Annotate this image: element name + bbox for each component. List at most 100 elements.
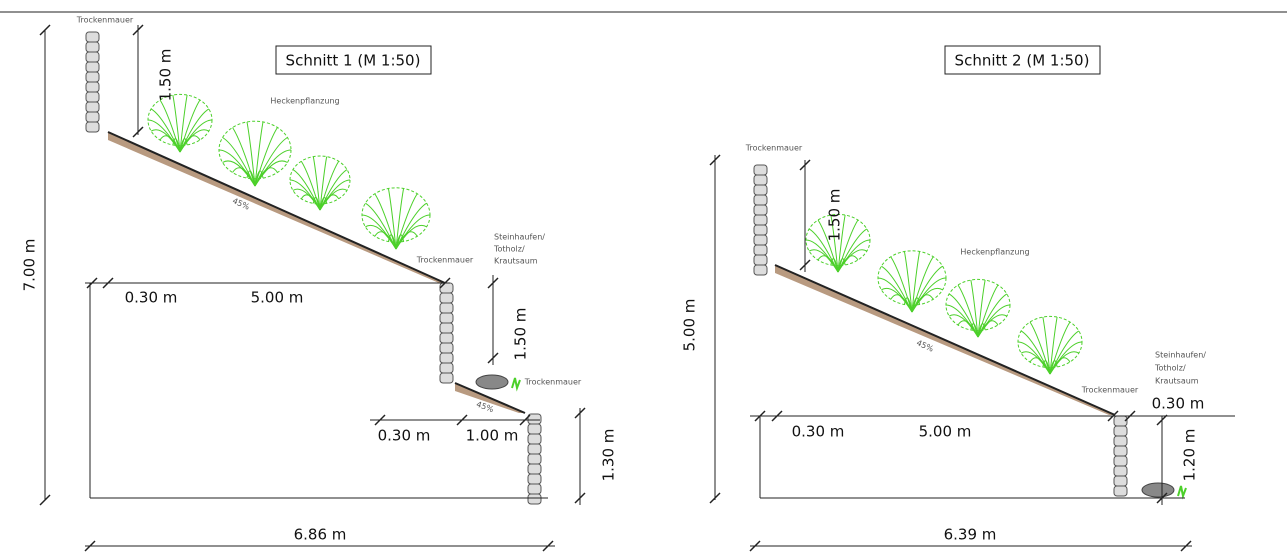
label: Krautsaum <box>494 257 538 266</box>
shrub-stroke <box>1049 330 1080 375</box>
shrub-stroke <box>1049 351 1080 375</box>
shrub-stroke <box>147 119 181 153</box>
shrub-stroke <box>1017 341 1051 375</box>
wall-stone <box>1113 425 1128 437</box>
slope-line <box>454 382 526 414</box>
shrub-outline <box>945 278 1011 332</box>
dimension-tick <box>39 24 51 36</box>
wall-stone <box>85 101 100 113</box>
label: Heckenpflanzung <box>960 248 1029 257</box>
dimension-label: 1.50 m <box>512 308 530 361</box>
shrub-outline <box>877 250 947 306</box>
dimension-label: 6.39 m <box>944 526 997 544</box>
wall-stone <box>753 254 768 266</box>
wall-stone <box>753 264 768 276</box>
dimension-tick <box>574 492 586 504</box>
dimension-label: 0.30 m <box>1152 395 1205 413</box>
wall-stone <box>753 164 768 176</box>
dimension-tick <box>799 259 811 271</box>
wall-stone <box>753 184 768 196</box>
wall-stone <box>439 302 454 314</box>
dimension-tick <box>771 410 783 422</box>
wall-stone <box>85 121 100 133</box>
dimension-label: 5.00 m <box>251 289 304 307</box>
wall-stone <box>527 423 542 435</box>
dimension-label: 1.00 m <box>466 427 519 445</box>
wall-stone <box>439 372 454 384</box>
dimension-tick <box>574 407 586 419</box>
shrub-stroke <box>150 108 181 153</box>
shrub-stroke <box>365 202 397 250</box>
dimension-tick <box>102 277 114 289</box>
shrub-stroke <box>808 228 839 273</box>
label: Steinhaufen/ <box>494 233 545 242</box>
dimension-tick <box>439 277 451 289</box>
wall-stone <box>527 473 542 485</box>
wall-stone <box>753 244 768 256</box>
shrub-outline <box>1017 315 1083 369</box>
shrub-stroke <box>179 129 210 153</box>
shrub-stroke <box>365 224 397 250</box>
wall-stone <box>527 463 542 475</box>
wall-stone <box>85 91 100 103</box>
shrub-stroke <box>254 127 278 187</box>
dimension-tick <box>84 540 96 552</box>
label: Trockenmauer <box>1081 386 1139 395</box>
shrub-outline <box>289 155 351 205</box>
shrub-stroke <box>246 121 256 187</box>
shrub-stroke <box>289 179 321 211</box>
shrub-stroke <box>903 251 913 313</box>
dimension-label: 0.30 m <box>792 423 845 441</box>
wall-stone <box>85 51 100 63</box>
shrub-stroke <box>300 160 321 211</box>
shrub-stroke <box>361 214 397 250</box>
shrub-stroke <box>881 265 913 313</box>
dimension-tick <box>39 494 51 506</box>
dimension-tick <box>1124 410 1136 422</box>
shrub-stroke <box>977 284 999 338</box>
shrub-stroke <box>254 160 288 187</box>
shrub-stroke <box>837 249 868 273</box>
dimension-label: 7.00 m <box>21 239 39 292</box>
shrub-stroke <box>877 277 913 313</box>
shrub-stroke <box>292 188 321 211</box>
dimension-tick <box>749 540 761 552</box>
shrub-stroke <box>387 188 397 250</box>
label: Trockenmauer <box>745 144 803 153</box>
shrub-stroke <box>948 293 979 338</box>
title-box <box>275 45 432 75</box>
shrub-outline <box>147 93 213 147</box>
shrub-stroke <box>977 293 1008 338</box>
shrub-stroke <box>150 129 181 153</box>
shrub-stroke <box>837 219 859 273</box>
shrub-stroke <box>881 287 913 313</box>
slope-line <box>107 131 446 284</box>
dimension-tick <box>1180 540 1192 552</box>
shrub-stroke <box>319 169 348 211</box>
shrub-stroke <box>179 108 210 153</box>
dimension-tick <box>132 126 144 138</box>
shrub-stroke <box>232 127 256 187</box>
shrub-stroke <box>179 99 201 153</box>
wall-stone <box>1113 445 1128 457</box>
dimension-label: 1.50 m <box>826 189 844 242</box>
shrub-outline <box>805 213 871 267</box>
stone-heap <box>1141 482 1175 498</box>
shrub-stroke <box>1020 330 1051 375</box>
dimension-label: 5.00 m <box>919 423 972 441</box>
shrub-stroke <box>837 228 868 273</box>
grass <box>511 377 521 392</box>
label: Steinhaufen/ <box>1155 351 1206 360</box>
dimension-tick <box>487 277 499 289</box>
shrub-stroke <box>222 160 256 187</box>
grass <box>1177 485 1187 500</box>
dimension-tick <box>709 492 721 504</box>
section-title: Schnitt 1 (M 1:50) <box>286 52 421 70</box>
label: Totholz/ <box>493 245 525 254</box>
drawing-shapes <box>0 11 1287 552</box>
dimension-label: 0.30 m <box>378 427 431 445</box>
shrub-stroke <box>945 304 979 338</box>
dimension-label: 0.30 m <box>125 289 178 307</box>
shrub-stroke <box>254 137 288 187</box>
